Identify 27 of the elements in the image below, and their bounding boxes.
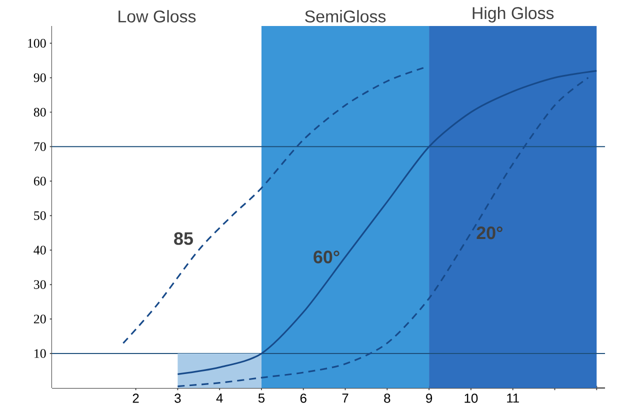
x-tick-label: 5 xyxy=(258,394,265,403)
x-tick-label: 3 xyxy=(174,394,181,403)
band-label: Low Gloss xyxy=(118,10,196,22)
y-tick-label: 60 xyxy=(34,176,46,186)
y-tick-label: 40 xyxy=(34,246,46,254)
band-label: SemiGloss xyxy=(305,10,386,22)
x-tick-label: 8 xyxy=(384,394,390,403)
series-label: 60° xyxy=(314,250,340,264)
y-tick-label: 90 xyxy=(34,73,46,82)
series-label: 20° xyxy=(476,226,502,240)
series-label: 85 xyxy=(174,232,193,245)
x-tick-label: 9 xyxy=(426,394,432,403)
y-tick-label: 50 xyxy=(34,211,46,220)
y-tick-label: 10 xyxy=(34,349,46,358)
y-tick-label: 80 xyxy=(34,108,46,117)
x-tick-label: 11 xyxy=(507,394,519,403)
y-tick-label: 30 xyxy=(34,280,46,289)
y-tick-label: 20 xyxy=(34,314,46,324)
x-tick-label: 10 xyxy=(464,394,478,403)
x-tick-label: 4 xyxy=(216,394,223,403)
x-tick-label: 2 xyxy=(132,394,139,403)
y-tick-label: 70 xyxy=(34,142,46,152)
x-tick-label: 7 xyxy=(342,394,348,403)
y-tick-label: 100 xyxy=(28,38,46,48)
x-tick-label: 6 xyxy=(300,394,306,403)
band-label: High Gloss xyxy=(472,6,554,22)
line-series xyxy=(122,66,426,344)
